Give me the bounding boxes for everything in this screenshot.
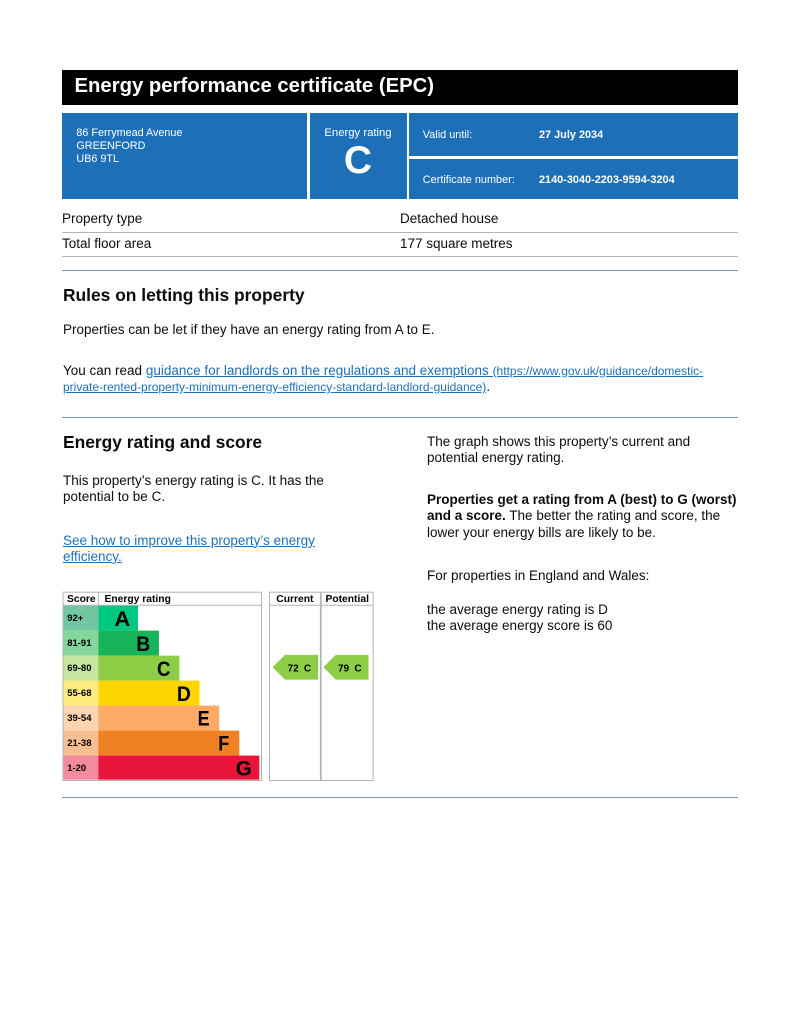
svg-text:Current: Current [276,594,314,605]
svg-text:C: C [304,663,311,674]
svg-text:E: E [198,707,210,731]
svg-text:D: D [177,682,191,706]
svg-text:G: G [236,757,252,781]
svg-text:Score: Score [67,594,96,605]
svg-text:39-54: 39-54 [67,713,92,724]
svg-text:B: B [136,632,150,656]
svg-text:72: 72 [288,663,300,674]
svg-text:A: A [114,607,130,631]
svg-text:1-20: 1-20 [67,763,86,774]
svg-text:Potential: Potential [325,594,369,605]
svg-text:92+: 92+ [67,613,84,624]
svg-text:69-80: 69-80 [67,663,91,674]
svg-text:79: 79 [338,663,350,674]
svg-text:C: C [354,663,361,674]
svg-text:21-38: 21-38 [67,738,91,749]
svg-text:Energy rating: Energy rating [105,594,171,605]
svg-text:55-68: 55-68 [67,688,91,699]
svg-text:F: F [218,732,229,756]
svg-text:C: C [157,657,171,681]
svg-text:81-91: 81-91 [67,638,92,649]
